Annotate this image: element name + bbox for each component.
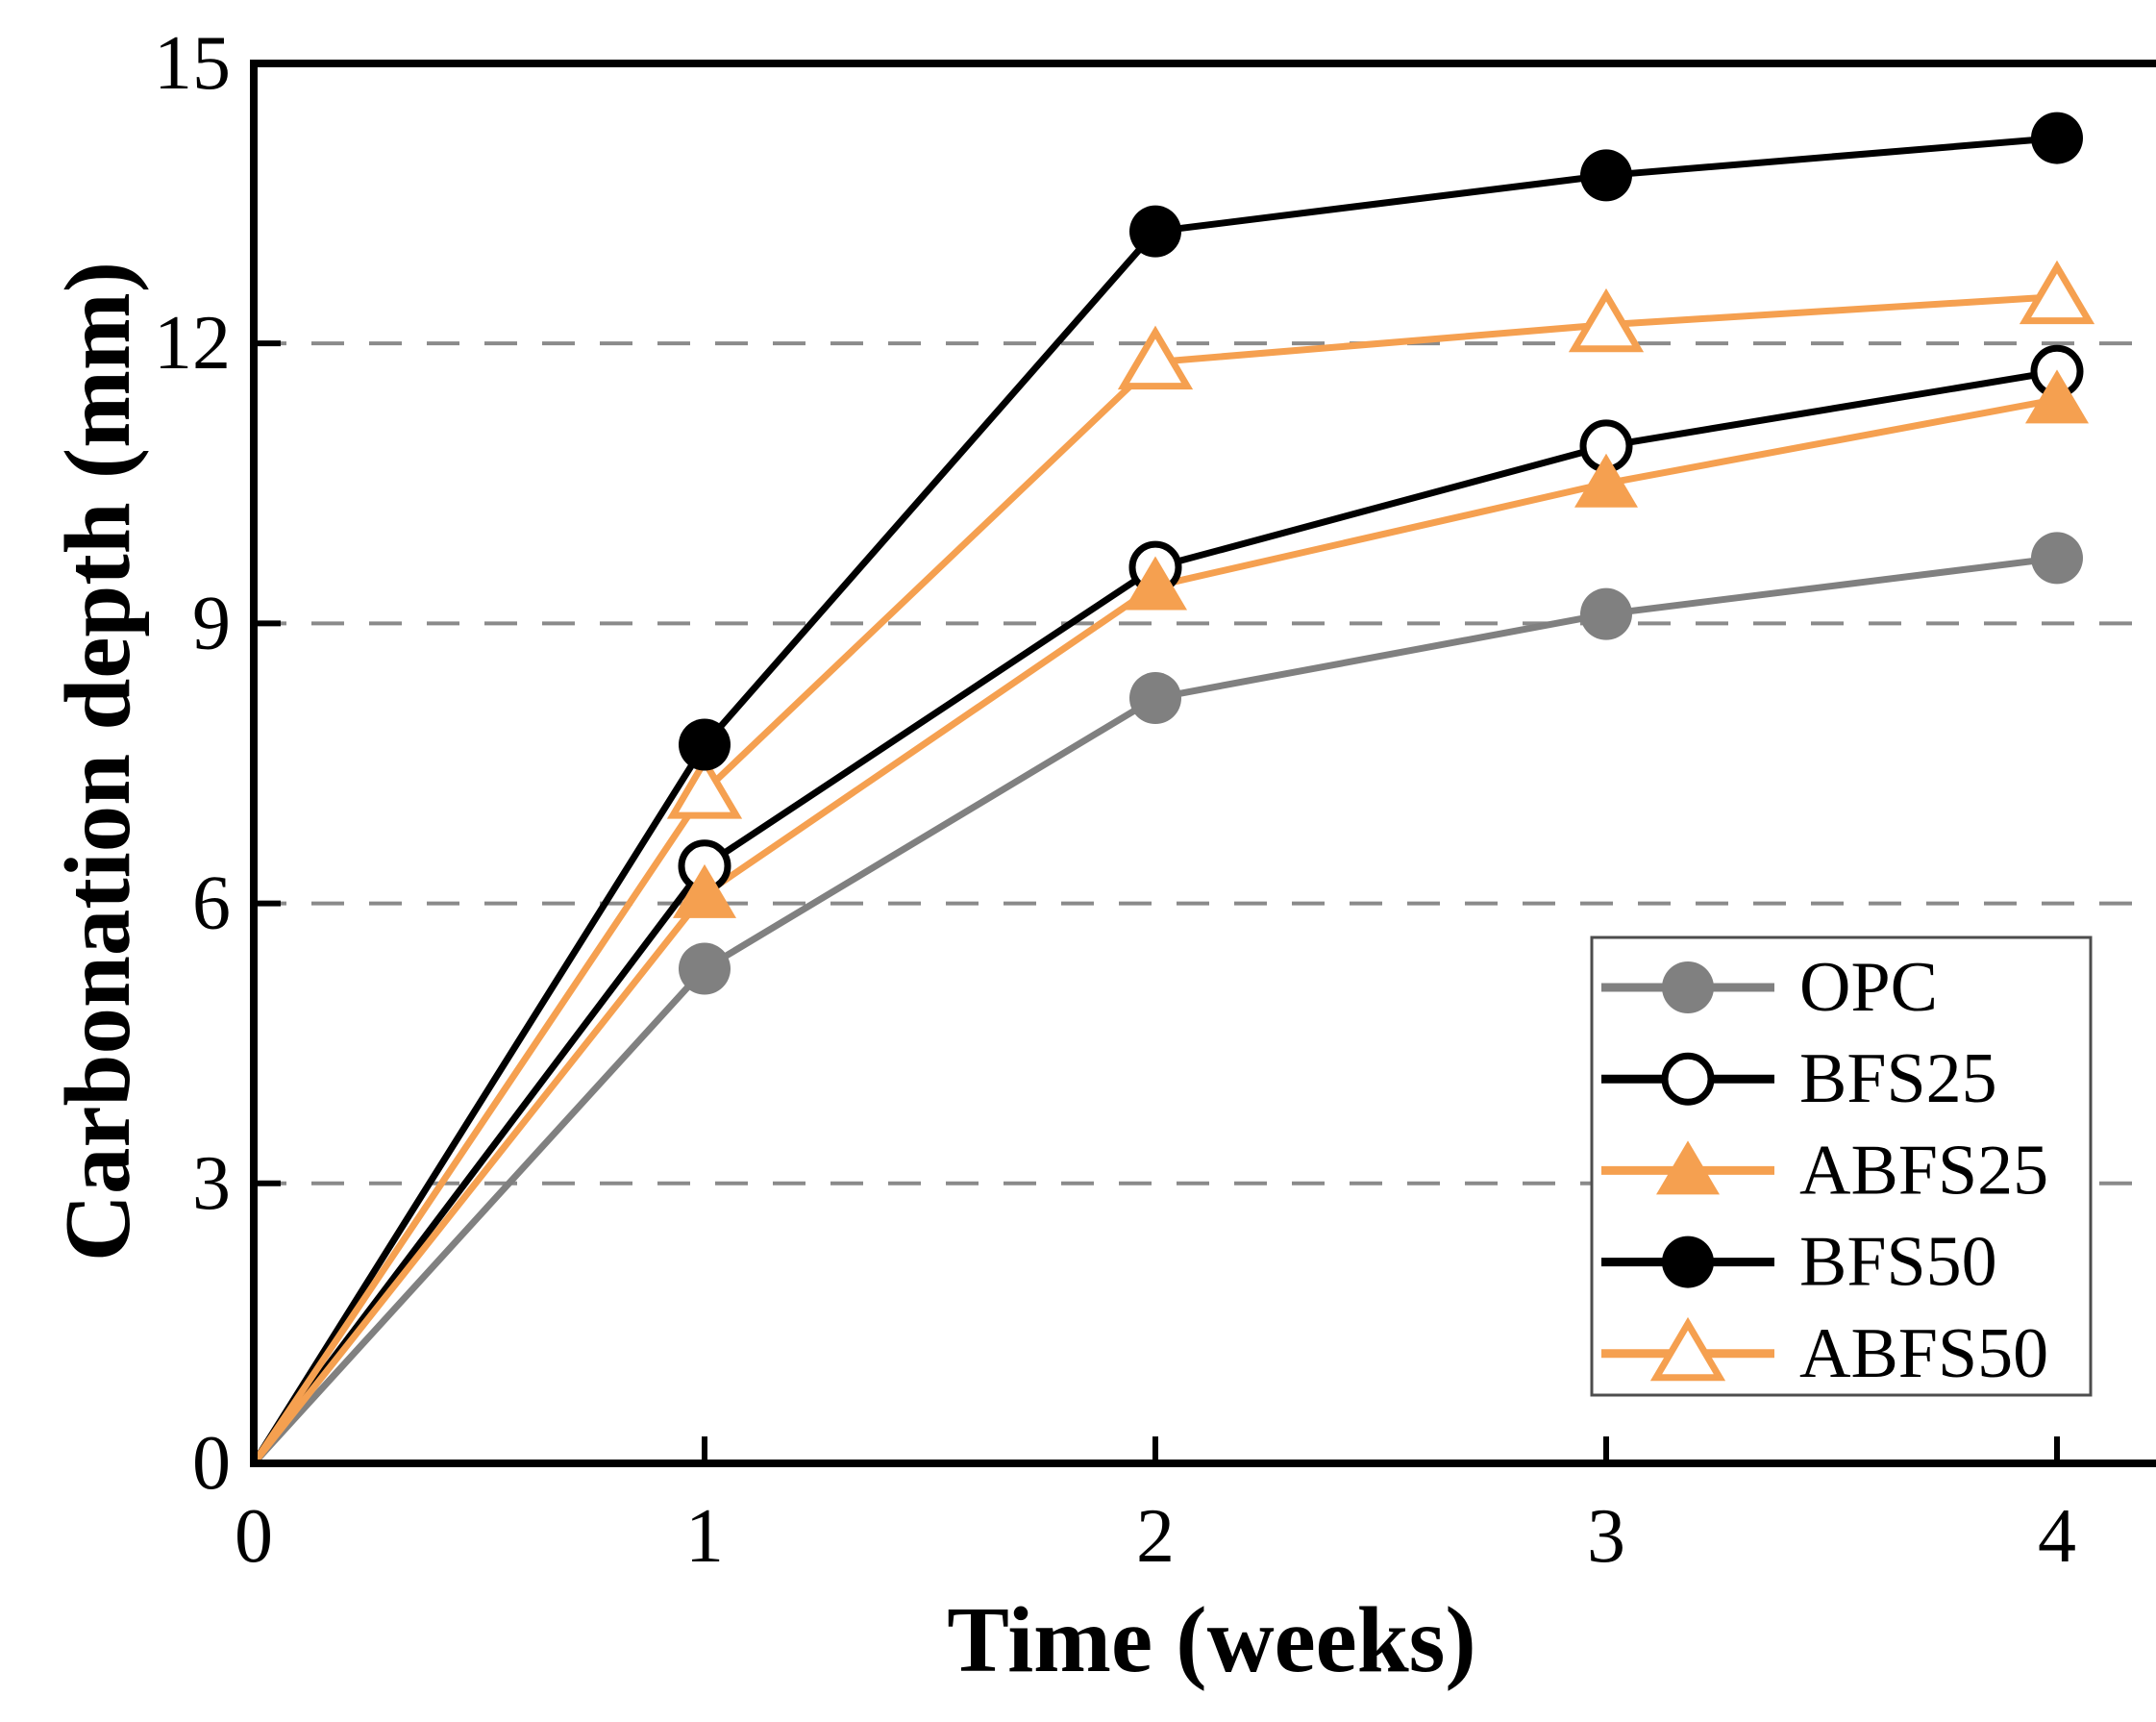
legend-marker-ABFS25 (1656, 1140, 1720, 1195)
legend-marker-BFS25 (1661, 1052, 1715, 1106)
y-tick-label-9: 9 (192, 581, 231, 665)
legend-label-ABFS50: ABFS50 (1799, 1314, 2048, 1393)
data-point-BFS50-week3 (1580, 149, 1632, 202)
plot-frame (250, 60, 2156, 1467)
legend-label-ABFS25: ABFS25 (1799, 1131, 2048, 1210)
data-point-OPC-week4 (2031, 532, 2083, 585)
legend-label-BFS25: BFS25 (1799, 1039, 1997, 1118)
y-tick-label-15: 15 (154, 21, 231, 106)
legend-marker-ABFS50 (1649, 1316, 1726, 1382)
data-point-ABFS50-week1 (666, 755, 743, 819)
y-tick-label-12: 12 (154, 301, 231, 386)
carbonation-depth-line-chart: 0 3 6 9 12 15 0 1 2 3 4 OPC BFS25 ABFS25 BFS50 ABFS50 C… (38, 15, 2156, 1707)
data-point-OPC-week1 (679, 942, 731, 995)
legend-label-OPC: OPC (1799, 948, 1938, 1027)
data-point-OPC-week2 (1129, 672, 1181, 725)
data-point-ABFS25-week1 (673, 863, 736, 918)
x-tick-label-3: 3 (1587, 1494, 1625, 1579)
data-point-OPC-week3 (1580, 587, 1632, 640)
data-point-ABFS25-week3 (1574, 453, 1638, 508)
legend-label-BFS50: BFS50 (1799, 1223, 1997, 1302)
data-point-ABFS25-week2 (1124, 556, 1187, 611)
x-tick-label-0: 0 (235, 1494, 273, 1579)
legend-marker-BFS50 (1662, 1235, 1714, 1288)
x-tick-label-4: 4 (2038, 1494, 2076, 1579)
y-axis-title: Carbonation depth (mm) (46, 261, 149, 1262)
x-axis-title: Time (weeks) (947, 1588, 1476, 1691)
data-point-BFS50-week4 (2031, 112, 2083, 164)
data-point-ABFS50-week4 (2019, 260, 2095, 325)
y-tick-label-0: 0 (192, 1421, 231, 1506)
data-point-ABFS50-week3 (1568, 287, 1645, 353)
data-point-BFS50-week1 (679, 718, 731, 771)
legend-marker-OPC (1662, 961, 1714, 1013)
y-tick-label-6: 6 (192, 861, 231, 946)
x-tick-label-1: 1 (685, 1494, 724, 1579)
data-point-ABFS25-week4 (2025, 369, 2089, 424)
x-tick-label-2: 2 (1136, 1494, 1175, 1579)
data-point-ABFS50-week2 (1117, 325, 1194, 390)
y-tick-label-3: 3 (192, 1141, 231, 1226)
data-point-BFS50-week2 (1129, 205, 1181, 258)
